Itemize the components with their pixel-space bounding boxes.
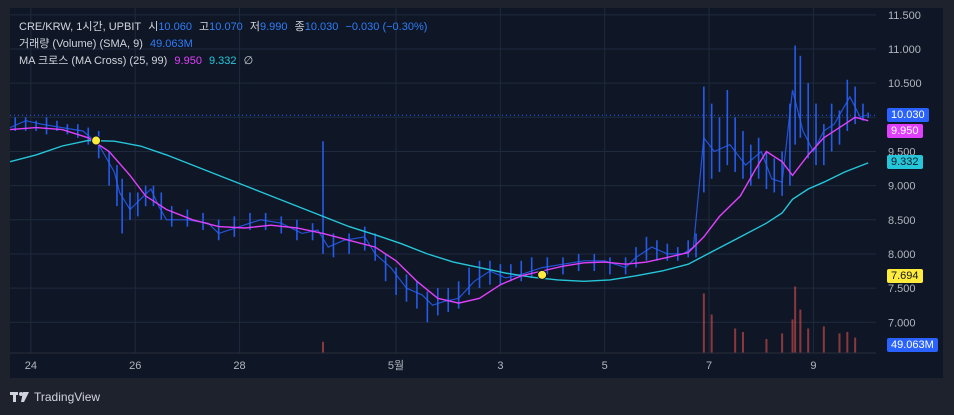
ma-slow-price-tag: 9.332 [887,155,923,169]
x-tick-label: 5월 [388,359,404,372]
x-tick-label: 28 [233,360,245,372]
y-tick-label: 10.500 [888,78,922,90]
volume-bar [741,332,744,353]
ohlc-legend: CRE/KRW, 1시간, UPBIT 시10.060 고10.070 저9.9… [19,18,431,34]
low-value: 9.990 [260,21,288,33]
ma-fast-value: 9.950 [174,55,202,67]
volume-bar [781,333,784,353]
high-value: 10.070 [209,21,243,33]
y-tick-label: 7.500 [888,283,916,295]
axes: 7.0007.5008.0008.5009.0009.50010.00010.5… [10,10,922,372]
volume-bar [799,309,802,353]
y-tick-label: 9.000 [888,181,916,193]
high-label: 고 [199,21,210,33]
x-tick-label: 5 [602,360,608,372]
x-tick-label: 7 [706,360,712,372]
chart-frame[interactable] [10,8,943,378]
volume-bar [807,328,810,353]
volume-price-tag: 49.063M [887,338,938,352]
y-tick-label: 11.000 [888,44,921,56]
y-tick-label: 11.500 [888,10,921,22]
close-label: 종 [294,21,305,33]
open-value: 10.060 [158,21,192,33]
volume-bar [822,326,825,353]
symbol-label: CRE/KRW, 1시간, UPBIT [19,21,142,33]
grid [10,8,876,353]
volume-legend[interactable]: 거래량 (Volume) (SMA, 9) 49.063M [19,35,197,51]
close-price-tag: 10.030 [887,108,929,122]
cross-price-tag: 7.694 [887,269,923,283]
price-chart[interactable]: 7.0007.5008.0008.5009.0009.50010.00010.5… [10,8,943,378]
ma-legend[interactable]: MA 크로스 (MA Cross) (25, 99) 9.950 9.332 ∅ [19,52,257,68]
volume-bar [846,332,849,353]
low-label: 저 [249,21,260,33]
y-tick-label: 8.000 [888,249,916,261]
change-value: −0.030 (−0.30%) [345,21,428,33]
cross-marker [91,135,102,146]
volume-bar [854,337,857,353]
volume-bar [710,314,713,353]
volume-bar [791,319,794,353]
ma-extra-value: ∅ [243,55,254,67]
x-tick-label: 3 [497,360,503,372]
x-tick-label: 26 [129,360,141,372]
ma-slow-value: 9.332 [209,55,237,67]
volume-bar [702,293,705,353]
volume-bar [734,328,737,353]
brand-label: TradingView [34,390,101,404]
ma-fast-line [10,116,869,304]
cross-marker [537,269,548,280]
volume-bar [838,333,841,353]
y-tick-label: 8.500 [888,215,916,227]
cross-markers [91,135,548,280]
open-label: 시 [148,21,159,33]
x-tick-label: 9 [810,360,816,372]
volume-bar [322,341,325,353]
footer: TradingView [10,388,100,406]
x-tick-label: 24 [25,360,37,372]
close-value: 10.030 [304,21,339,33]
tradingview-logo-icon [10,392,29,402]
volume-bar [765,339,768,353]
volume-bar [794,286,797,353]
volume-bars [322,286,857,353]
ma-fast-price-tag: 9.950 [887,124,923,138]
volume-title: 거래량 (Volume) (SMA, 9) [19,38,143,50]
ma-slow-line [10,139,869,283]
volume-value: 49.063M [149,38,193,50]
candles [14,45,869,323]
ma-lines [10,89,869,306]
y-tick-label: 7.000 [888,317,916,329]
ma-title: MA 크로스 (MA Cross) (25, 99) [19,55,168,67]
